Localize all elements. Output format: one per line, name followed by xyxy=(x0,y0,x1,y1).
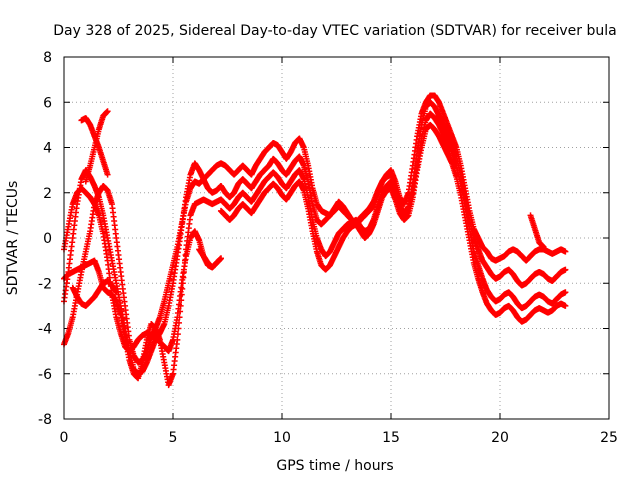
y-tick-label: -4 xyxy=(38,322,52,338)
data-point xyxy=(217,255,224,262)
series-s7 xyxy=(82,108,111,185)
data-point xyxy=(104,171,111,178)
x-tick-label: 20 xyxy=(491,430,509,446)
data-point xyxy=(562,289,569,296)
x-tick-label: 0 xyxy=(60,430,69,446)
x-tick-label: 25 xyxy=(600,430,618,446)
series-s11 xyxy=(217,121,569,325)
y-tick-label: -2 xyxy=(38,276,52,292)
plot-frame xyxy=(63,56,610,420)
x-axis-label: GPS time / hours xyxy=(276,458,393,474)
y-tick-label: 4 xyxy=(43,141,52,157)
data-point xyxy=(562,302,569,309)
axis-ticks: 0 5 10 15 20 25 -8 -6 -4 -2 0 2 4 6 8 xyxy=(38,50,618,446)
chart-title: Day 328 of 2025, Sidereal Day-to-day VTE… xyxy=(53,23,616,39)
y-tick-label: 0 xyxy=(43,231,52,247)
data-series xyxy=(61,92,569,389)
series-s12 xyxy=(196,246,224,271)
y-tick-label: -8 xyxy=(38,412,52,428)
y-tick-label: -6 xyxy=(38,367,52,383)
data-point xyxy=(540,244,547,251)
data-point xyxy=(104,108,111,115)
series-s5 xyxy=(69,277,120,309)
series-s3 xyxy=(61,196,224,389)
data-point xyxy=(113,289,120,296)
series-s13 xyxy=(527,212,547,251)
x-tick-label: 5 xyxy=(169,430,178,446)
y-axis-label: SDTVAR / TECUs xyxy=(5,181,21,296)
data-point xyxy=(562,248,569,255)
x-tick-label: 15 xyxy=(382,430,400,446)
data-point xyxy=(562,266,569,273)
series-s4 xyxy=(61,185,224,355)
x-tick-label: 10 xyxy=(273,430,291,446)
y-tick-label: 2 xyxy=(43,186,52,202)
y-tick-label: 6 xyxy=(43,95,52,111)
y-tick-label: 8 xyxy=(43,50,52,66)
